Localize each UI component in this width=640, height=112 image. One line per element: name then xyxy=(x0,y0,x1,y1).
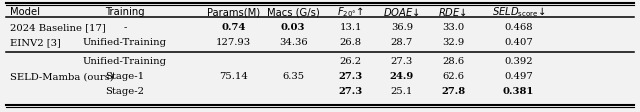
Text: 6.35: 6.35 xyxy=(282,71,304,80)
Text: 0.392: 0.392 xyxy=(504,57,532,66)
Text: $DOAE$↓: $DOAE$↓ xyxy=(383,7,420,18)
Text: 24.9: 24.9 xyxy=(390,71,414,80)
Text: 0.03: 0.03 xyxy=(281,23,305,32)
Text: 26.2: 26.2 xyxy=(340,57,362,66)
Text: 27.3: 27.3 xyxy=(339,71,363,80)
Text: $F_{20°}$↑: $F_{20°}$↑ xyxy=(337,5,364,19)
Text: 27.3: 27.3 xyxy=(391,57,413,66)
Text: EINV2 [3]: EINV2 [3] xyxy=(10,38,60,46)
Text: Model: Model xyxy=(10,7,40,17)
Text: 36.9: 36.9 xyxy=(391,23,413,32)
Text: 33.0: 33.0 xyxy=(442,23,464,32)
Text: 0.381: 0.381 xyxy=(502,86,534,95)
Text: 13.1: 13.1 xyxy=(339,23,362,32)
Text: Stage-2: Stage-2 xyxy=(106,86,144,95)
Text: SELD-Mamba (ours): SELD-Mamba (ours) xyxy=(10,71,113,80)
Text: 127.93: 127.93 xyxy=(216,38,251,46)
Text: 27.8: 27.8 xyxy=(441,86,465,95)
Text: Unified-Training: Unified-Training xyxy=(83,57,167,66)
Text: 0.407: 0.407 xyxy=(504,38,532,46)
Text: Params(M): Params(M) xyxy=(207,7,260,17)
Text: -: - xyxy=(123,23,127,32)
Text: 28.7: 28.7 xyxy=(391,38,413,46)
Text: 2024 Baseline [17]: 2024 Baseline [17] xyxy=(10,23,106,32)
Text: 25.1: 25.1 xyxy=(391,86,413,95)
Text: $SELD_{\rm score}$↓: $SELD_{\rm score}$↓ xyxy=(492,5,545,19)
Text: 0.468: 0.468 xyxy=(504,23,532,32)
Text: 27.3: 27.3 xyxy=(339,86,363,95)
Text: 62.6: 62.6 xyxy=(442,71,464,80)
Text: 0.497: 0.497 xyxy=(504,71,532,80)
Text: Unified-Training: Unified-Training xyxy=(83,38,167,46)
Text: Stage-1: Stage-1 xyxy=(105,71,145,80)
Text: Training: Training xyxy=(105,7,145,17)
Text: 34.36: 34.36 xyxy=(279,38,307,46)
Text: 28.6: 28.6 xyxy=(442,57,464,66)
Text: Macs (G/s): Macs (G/s) xyxy=(267,7,319,17)
Text: 26.8: 26.8 xyxy=(340,38,362,46)
Text: $RDE$↓: $RDE$↓ xyxy=(438,7,468,18)
Text: 75.14: 75.14 xyxy=(219,71,248,80)
Text: 32.9: 32.9 xyxy=(442,38,464,46)
Text: 0.74: 0.74 xyxy=(221,23,246,32)
